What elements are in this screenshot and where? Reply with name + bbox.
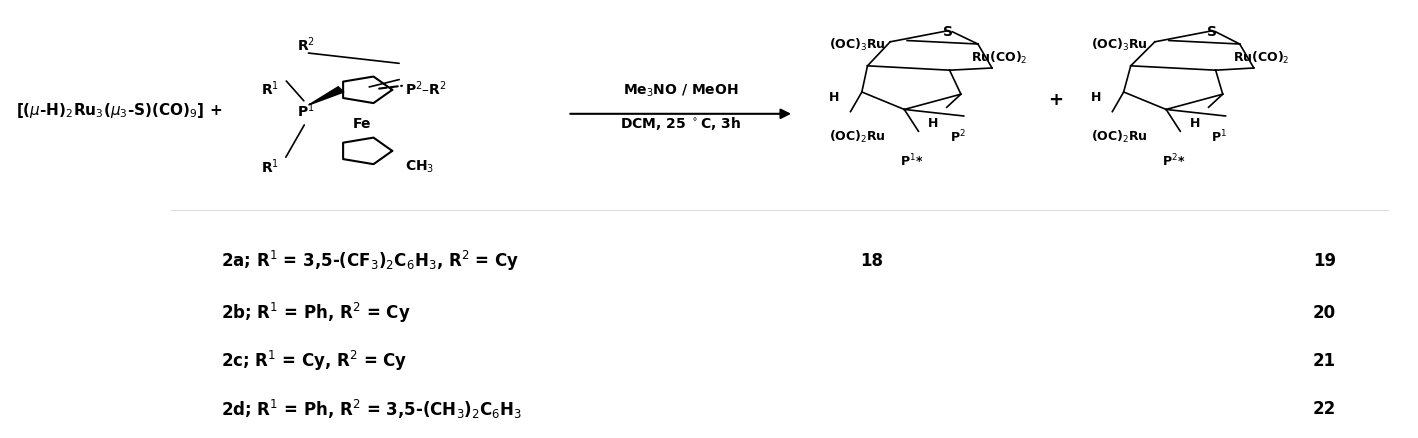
Text: 2d; R$^1$ = Ph, R$^2$ = 3,5-(CH$_3$)$_2$C$_6$H$_3$: 2d; R$^1$ = Ph, R$^2$ = 3,5-(CH$_3$)$_2$…: [221, 397, 522, 420]
Text: DCM, 25 $^\circ$C, 3h: DCM, 25 $^\circ$C, 3h: [620, 115, 742, 132]
Text: Ru(CO)$_2$: Ru(CO)$_2$: [1232, 50, 1289, 66]
Text: S: S: [1207, 25, 1217, 39]
Text: Ru(CO)$_2$: Ru(CO)$_2$: [971, 50, 1027, 66]
Text: P$^1$*: P$^1$*: [900, 152, 923, 169]
Text: +: +: [1048, 90, 1064, 108]
Text: 2a; R$^1$ = 3,5-(CF$_3$)$_2$C$_6$H$_3$, R$^2$ = Cy: 2a; R$^1$ = 3,5-(CF$_3$)$_2$C$_6$H$_3$, …: [221, 248, 519, 272]
Text: 19: 19: [1313, 251, 1336, 269]
Text: [($\mu$-H)$_2$Ru$_3$($\mu_3$-S)(CO)$_9$] +: [($\mu$-H)$_2$Ru$_3$($\mu_3$-S)(CO)$_9$]…: [16, 101, 221, 120]
Text: P$^2$*: P$^2$*: [1161, 152, 1185, 169]
Text: 18: 18: [861, 251, 883, 269]
Text: 21: 21: [1313, 351, 1336, 369]
Text: P$^2$: P$^2$: [950, 128, 966, 145]
Text: (OC)$_2$Ru: (OC)$_2$Ru: [1090, 128, 1149, 145]
Text: 20: 20: [1313, 304, 1336, 321]
Text: Me$_3$NO / MeOH: Me$_3$NO / MeOH: [623, 82, 739, 99]
Polygon shape: [309, 88, 345, 106]
Text: H: H: [1090, 91, 1102, 104]
Text: P$^1$: P$^1$: [1211, 128, 1228, 145]
Text: (OC)$_3$Ru: (OC)$_3$Ru: [1090, 37, 1149, 53]
Text: (OC)$_3$Ru: (OC)$_3$Ru: [830, 37, 886, 53]
Text: Fe: Fe: [353, 116, 372, 130]
Text: (OC)$_2$Ru: (OC)$_2$Ru: [830, 128, 886, 145]
Text: R$^1$: R$^1$: [261, 158, 279, 176]
Text: H: H: [1190, 117, 1201, 130]
Text: S: S: [943, 25, 953, 39]
Text: H: H: [830, 91, 839, 104]
Text: 2c; R$^1$ = Cy, R$^2$ = Cy: 2c; R$^1$ = Cy, R$^2$ = Cy: [221, 348, 407, 372]
Text: H: H: [929, 117, 939, 130]
Text: R$^1$: R$^1$: [261, 79, 279, 98]
Text: P$^1$: P$^1$: [296, 101, 315, 120]
Text: P$^2$–R$^2$: P$^2$–R$^2$: [404, 79, 447, 98]
Text: 22: 22: [1313, 399, 1336, 417]
Text: R$^2$: R$^2$: [296, 35, 315, 54]
Text: 2b; R$^1$ = Ph, R$^2$ = Cy: 2b; R$^1$ = Ph, R$^2$ = Cy: [221, 300, 410, 325]
Text: CH$_3$: CH$_3$: [404, 159, 434, 175]
